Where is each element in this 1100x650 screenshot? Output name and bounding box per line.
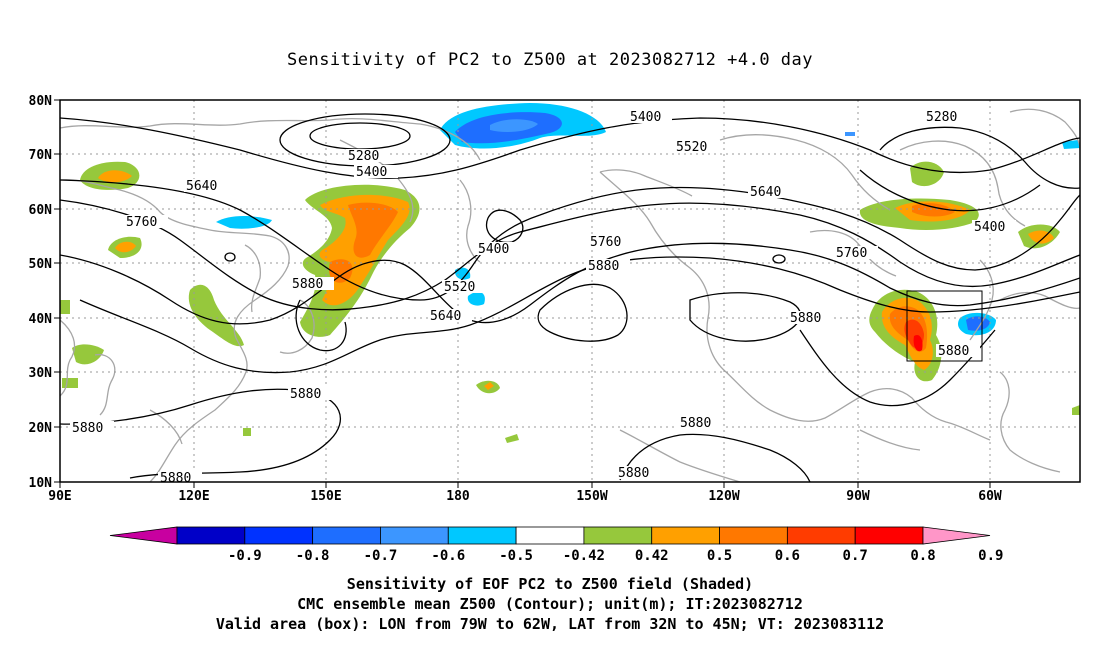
contour-label: 5880 [72, 421, 103, 436]
contour-label: 5880 [618, 466, 649, 481]
contour-label: 5880 [938, 344, 969, 359]
contour-label: 5880 [680, 416, 711, 431]
contour-label: 5280 [926, 110, 957, 125]
colorbar-bin [244, 526, 314, 545]
lat-label: 50N [29, 257, 53, 272]
colorbar-label: -0.6 [431, 548, 465, 564]
colorbar-label: 0.9 [978, 548, 1003, 564]
colorbar: -0.9 -0.8 -0.7 -0.6 -0.5 -0.42 0.42 0.5 0.6 0.7 0.… [109, 526, 1003, 564]
lon-label: 150E [310, 489, 341, 504]
lat-label: 80N [29, 94, 53, 109]
contour-label: 5280 [348, 149, 379, 164]
contour-label: 5880 [160, 471, 191, 486]
grid-layer [60, 100, 1080, 482]
contour-label: 5400 [974, 220, 1005, 235]
coastline-layer [60, 108, 1080, 482]
lon-label: 120W [708, 489, 739, 504]
contour-label: 5880 [290, 387, 321, 402]
caption-line-shading: Sensitivity of EOF PC2 to Z500 field (Sh… [346, 575, 754, 593]
colorbar-bin [176, 526, 246, 545]
colorbar-bin [447, 526, 517, 545]
colorbar-label: -0.42 [563, 548, 605, 564]
lon-label: 150W [576, 489, 607, 504]
contour-label: 5400 [478, 242, 509, 257]
colorbar-label: -0.5 [499, 548, 533, 564]
colorbar-end-low [109, 526, 178, 545]
contour-label: 5760 [590, 235, 621, 250]
lon-label: 60W [978, 489, 1002, 504]
caption-line-contour: CMC ensemble mean Z500 (Contour); unit(m… [297, 595, 803, 613]
colorbar-bin [719, 526, 788, 545]
contour-label: 5640 [750, 185, 781, 200]
colorbar-label: 0.6 [775, 548, 800, 564]
contour-label: 5640 [186, 179, 217, 194]
lon-label: 90E [48, 489, 71, 504]
contour-label-layer: 5280 5400 5640 5760 5880 5880 5880 5880 … [70, 110, 1016, 486]
contour-label: 5520 [676, 140, 707, 155]
contour-label: 5640 [430, 309, 461, 324]
lat-labels: 80N 70N 60N 50N 40N 30N 20N 10N [29, 94, 53, 491]
tick-marks [54, 99, 991, 488]
lon-label: 180 [446, 489, 470, 504]
colorbar-label: -0.8 [296, 548, 330, 564]
caption-line-valid-area: Valid area (box): LON from 79W to 62W, L… [215, 615, 885, 633]
lat-label: 70N [29, 148, 53, 163]
shade-negative-arctic-inner [490, 119, 538, 132]
valid-area-box [906, 290, 983, 362]
colorbar-label: -0.9 [228, 548, 262, 564]
contour-label: 5880 [790, 311, 821, 326]
contour-layer [60, 113, 1080, 482]
colorbar-label: -0.7 [364, 548, 398, 564]
lat-label: 10N [29, 476, 53, 491]
lon-label: 120E [178, 489, 209, 504]
colorbar-bin [651, 526, 720, 545]
lat-label: 40N [29, 312, 53, 327]
contour-label: 5400 [630, 110, 661, 125]
lat-label: 30N [29, 366, 53, 381]
colorbar-bin [854, 526, 924, 545]
lat-label: 60N [29, 203, 53, 218]
caption-block: Sensitivity of EOF PC2 to Z500 field (Sh… [0, 574, 1100, 634]
contour-label: 5760 [836, 246, 867, 261]
colorbar-bin [786, 526, 856, 545]
contour-label: 5520 [444, 280, 475, 295]
lat-label: 20N [29, 421, 53, 436]
contour-label: 5760 [126, 215, 157, 230]
colorbar-bin [515, 526, 585, 545]
contour-label: 5400 [356, 165, 387, 180]
colorbar-label: 0.5 [707, 548, 732, 564]
colorbar-bin [380, 526, 449, 545]
contour-label: 5880 [292, 277, 323, 292]
colorbar-end-high [922, 526, 991, 545]
colorbar-bin [312, 526, 381, 545]
lon-label: 90W [846, 489, 870, 504]
plot-frame [59, 99, 1081, 483]
colorbar-bin [583, 526, 653, 545]
contour-label: 5880 [588, 259, 619, 274]
colorbar-label: 0.42 [635, 548, 669, 564]
map-title: Sensitivity of PC2 to Z500 at 2023082712… [286, 50, 813, 70]
lon-labels: 90E 120E 150E 180 150W 120W 90W 60W [48, 489, 1002, 504]
colorbar-label: 0.8 [910, 548, 935, 564]
colorbar-label: 0.7 [843, 548, 868, 564]
